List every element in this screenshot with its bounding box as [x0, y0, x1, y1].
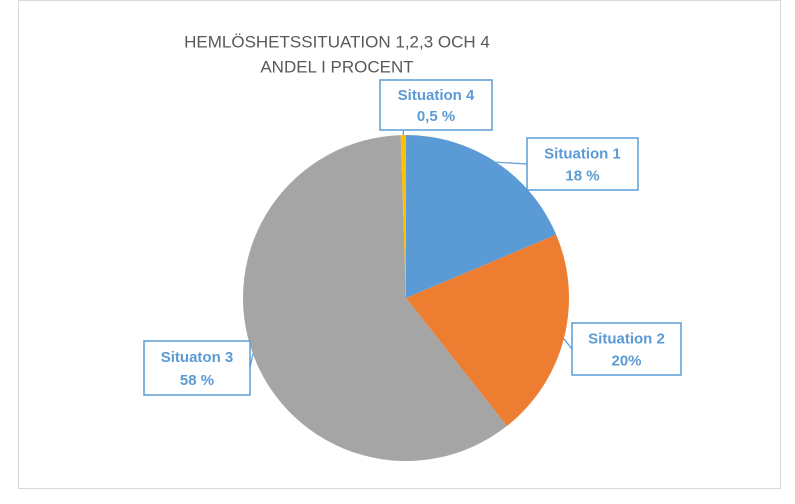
- data-label-name: Situaton 3: [161, 349, 234, 366]
- pie-slice: [400, 135, 406, 298]
- pie-slice: [406, 135, 557, 298]
- data-label-value: 18 %: [565, 167, 599, 184]
- chart-title: HEMLÖSHETSSITUATION 1,2,3 OCH 4: [184, 32, 490, 51]
- data-label-value: 58 %: [180, 372, 214, 389]
- data-label-value: 0,5 %: [417, 108, 455, 125]
- data-label-box: [526, 137, 639, 191]
- data-label-name: Situation 4: [398, 87, 475, 104]
- data-label-name: Situation 2: [588, 331, 665, 348]
- data-label-box: [143, 340, 251, 396]
- chart-subtitle: ANDEL I PROCENT: [260, 57, 413, 76]
- pie-slice: [243, 135, 507, 461]
- pie-slice: [406, 234, 569, 427]
- data-label-box: [571, 322, 682, 376]
- data-label-box: [379, 79, 493, 131]
- data-label-name: Situation 1: [544, 146, 621, 163]
- leader-line: [496, 161, 528, 165]
- data-label-value: 20%: [611, 352, 641, 369]
- leader-line: [563, 338, 573, 350]
